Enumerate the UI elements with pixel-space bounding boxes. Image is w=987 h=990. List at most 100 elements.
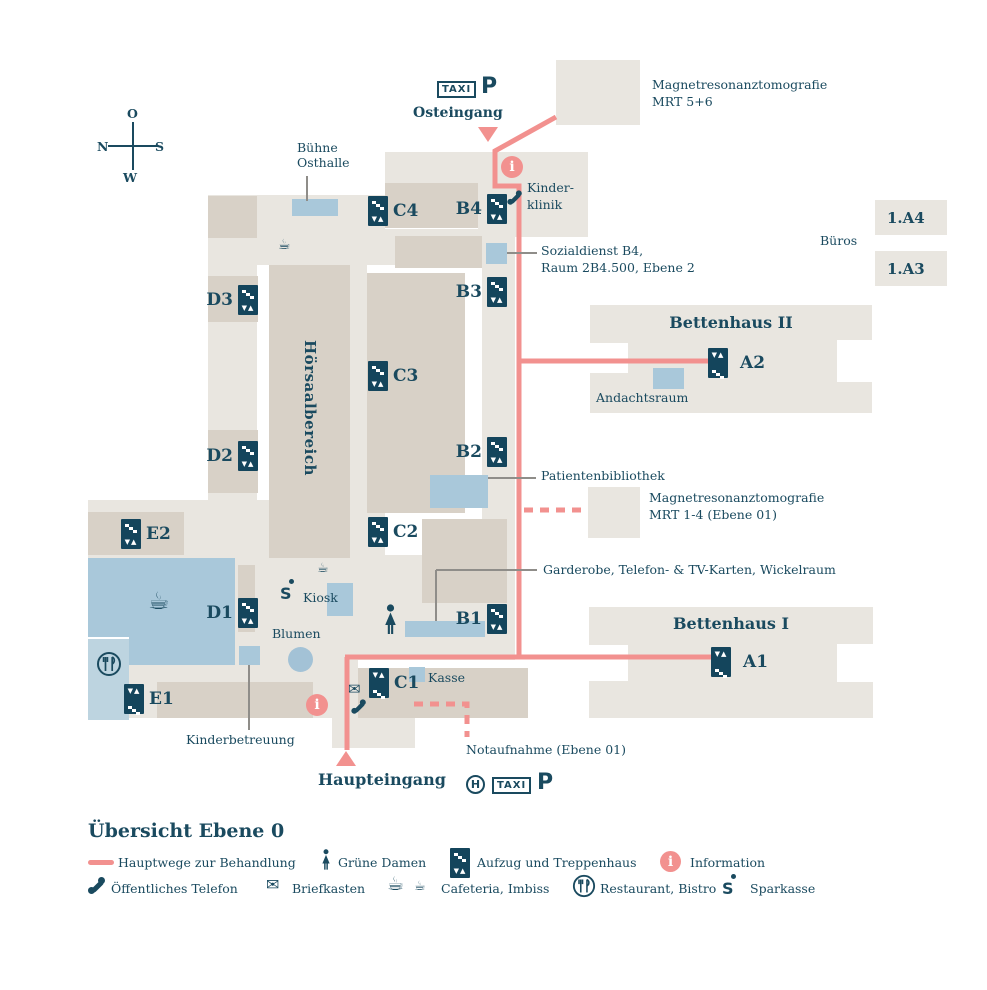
building-block [385, 152, 478, 183]
compass-o: O [127, 106, 138, 121]
information-icon: i [660, 851, 681, 872]
elevator-icon [487, 277, 507, 307]
connector-line [488, 477, 536, 479]
elevator-label: B1 [455, 609, 482, 629]
room-patientenbibliothek [430, 475, 488, 508]
room-restaurant [88, 637, 129, 720]
notch [837, 340, 872, 382]
taxi-sign: TAXI [437, 81, 477, 98]
connector-line [435, 570, 437, 621]
notch [590, 343, 628, 373]
sozialdienst-label-line2: Raum 2B4.500, Ebene 2 [541, 260, 695, 275]
phone-icon [88, 877, 106, 895]
building-block [208, 196, 257, 238]
haupteingang-marker-icon [336, 751, 356, 766]
osteingang-marker-icon [478, 127, 498, 142]
hoersaalbereich-label: Hörsaalbereich [300, 340, 319, 476]
kinderklinik-label-line2: klinik [527, 197, 563, 212]
compass-n: N [97, 139, 109, 154]
legend-cafeteria: Cafeteria, Imbiss [441, 881, 550, 896]
elevator-icon [238, 285, 258, 315]
elevator-label: C1 [394, 673, 420, 693]
room-andachtsraum [653, 368, 684, 389]
kiosk-label: Kiosk [303, 590, 338, 605]
mrt56-label-line1: Magnetresonanztomografie [652, 77, 828, 92]
building-kinderbetreuung-strip [157, 682, 313, 718]
elevator-label: D1 [206, 603, 233, 623]
elevator-label: E2 [146, 524, 171, 544]
legend-gruene-damen: Grüne Damen [338, 855, 427, 870]
coffee-icon [317, 561, 329, 576]
taxi-sign: TAXI [492, 777, 532, 794]
elevator-e1: E1 [124, 684, 174, 714]
building-block [385, 183, 478, 228]
connector-line [248, 665, 250, 730]
mailbox-icon [266, 875, 279, 894]
elevator-e2: E2 [121, 519, 171, 549]
elevator-label: B2 [455, 442, 482, 462]
corridor [350, 265, 367, 515]
elevator-icon [450, 848, 470, 878]
room-garderobe [405, 621, 485, 637]
compass-w: W [123, 170, 138, 185]
elevator-icon [238, 598, 258, 628]
elevator-icon [487, 437, 507, 467]
bettenhaus2-label: Bettenhaus II [669, 313, 793, 332]
legend-hauptwege: Hauptwege zur Behandlung [118, 855, 296, 870]
elevator-icon [121, 519, 141, 549]
kinderklinik-label-line1: Kinder- [527, 180, 574, 195]
connector-line [306, 176, 308, 201]
mailbox-icon [348, 680, 361, 698]
building-buero-1a4 [875, 200, 947, 235]
sparkasse-icon: S [280, 579, 296, 603]
elevator-icon [708, 348, 728, 378]
elevator-b4: B4 [456, 194, 507, 224]
elevator-b1: B1 [456, 604, 507, 634]
building-hoersaalbereich [269, 265, 350, 558]
map-title: Übersicht Ebene 0 [88, 820, 285, 842]
phone-icon [507, 190, 522, 205]
coffee-icon [278, 237, 291, 253]
route-overlay [344, 114, 714, 750]
legend-briefkasten: Briefkasten [292, 881, 366, 896]
notaufnahme-label: Notaufnahme (Ebene 01) [466, 742, 626, 757]
elevator-label: E1 [149, 689, 174, 709]
compass-s: S [155, 139, 165, 154]
legend-telefon: Öffentliches Telefon [111, 881, 238, 896]
building-bettenhaus-1 [589, 607, 873, 718]
information-icon: i [501, 156, 523, 178]
phone-icon [351, 699, 366, 714]
elevator-b2: B2 [456, 437, 507, 467]
mrt14-label-line2: MRT 1-4 (Ebene 01) [649, 507, 778, 522]
connector-line [436, 569, 537, 571]
elevator-label: C4 [393, 201, 419, 221]
room-blumen-circle [288, 647, 313, 672]
parking-sign: P [537, 770, 554, 795]
mrt56-label-line2: MRT 5+6 [652, 94, 713, 109]
elevator-icon [487, 194, 507, 224]
coffee-icon [148, 587, 170, 615]
elevator-label: B4 [455, 199, 482, 219]
gruene-damen-icon [385, 604, 396, 634]
elevator-label: D3 [206, 290, 233, 310]
bettenhaus1-label: Bettenhaus I [673, 614, 789, 633]
buehne-label-line1: Bühne [297, 140, 338, 155]
bueros-label: Büros [820, 233, 858, 248]
elevator-icon [368, 361, 388, 391]
elevator-c2: C2 [368, 517, 418, 547]
legend-aufzug: Aufzug und Treppenhaus [477, 855, 637, 870]
haupteingang-label: Haupteingang [318, 770, 446, 789]
building-block [395, 236, 482, 268]
building-c-block [367, 273, 465, 513]
gruene-damen-icon [322, 849, 330, 870]
legend-sparkasse: Sparkasse [750, 881, 816, 896]
elevator-a2: A2 [708, 348, 765, 378]
buehne-label-line2: Osthalle [297, 155, 350, 170]
building-mrt-5-6 [556, 60, 640, 125]
elevator-d3: D3 [206, 285, 258, 315]
elevator-icon [368, 196, 388, 226]
elevator-label: A2 [740, 353, 766, 373]
information-icon: i [306, 694, 328, 716]
elevator-d1: D1 [206, 598, 258, 628]
